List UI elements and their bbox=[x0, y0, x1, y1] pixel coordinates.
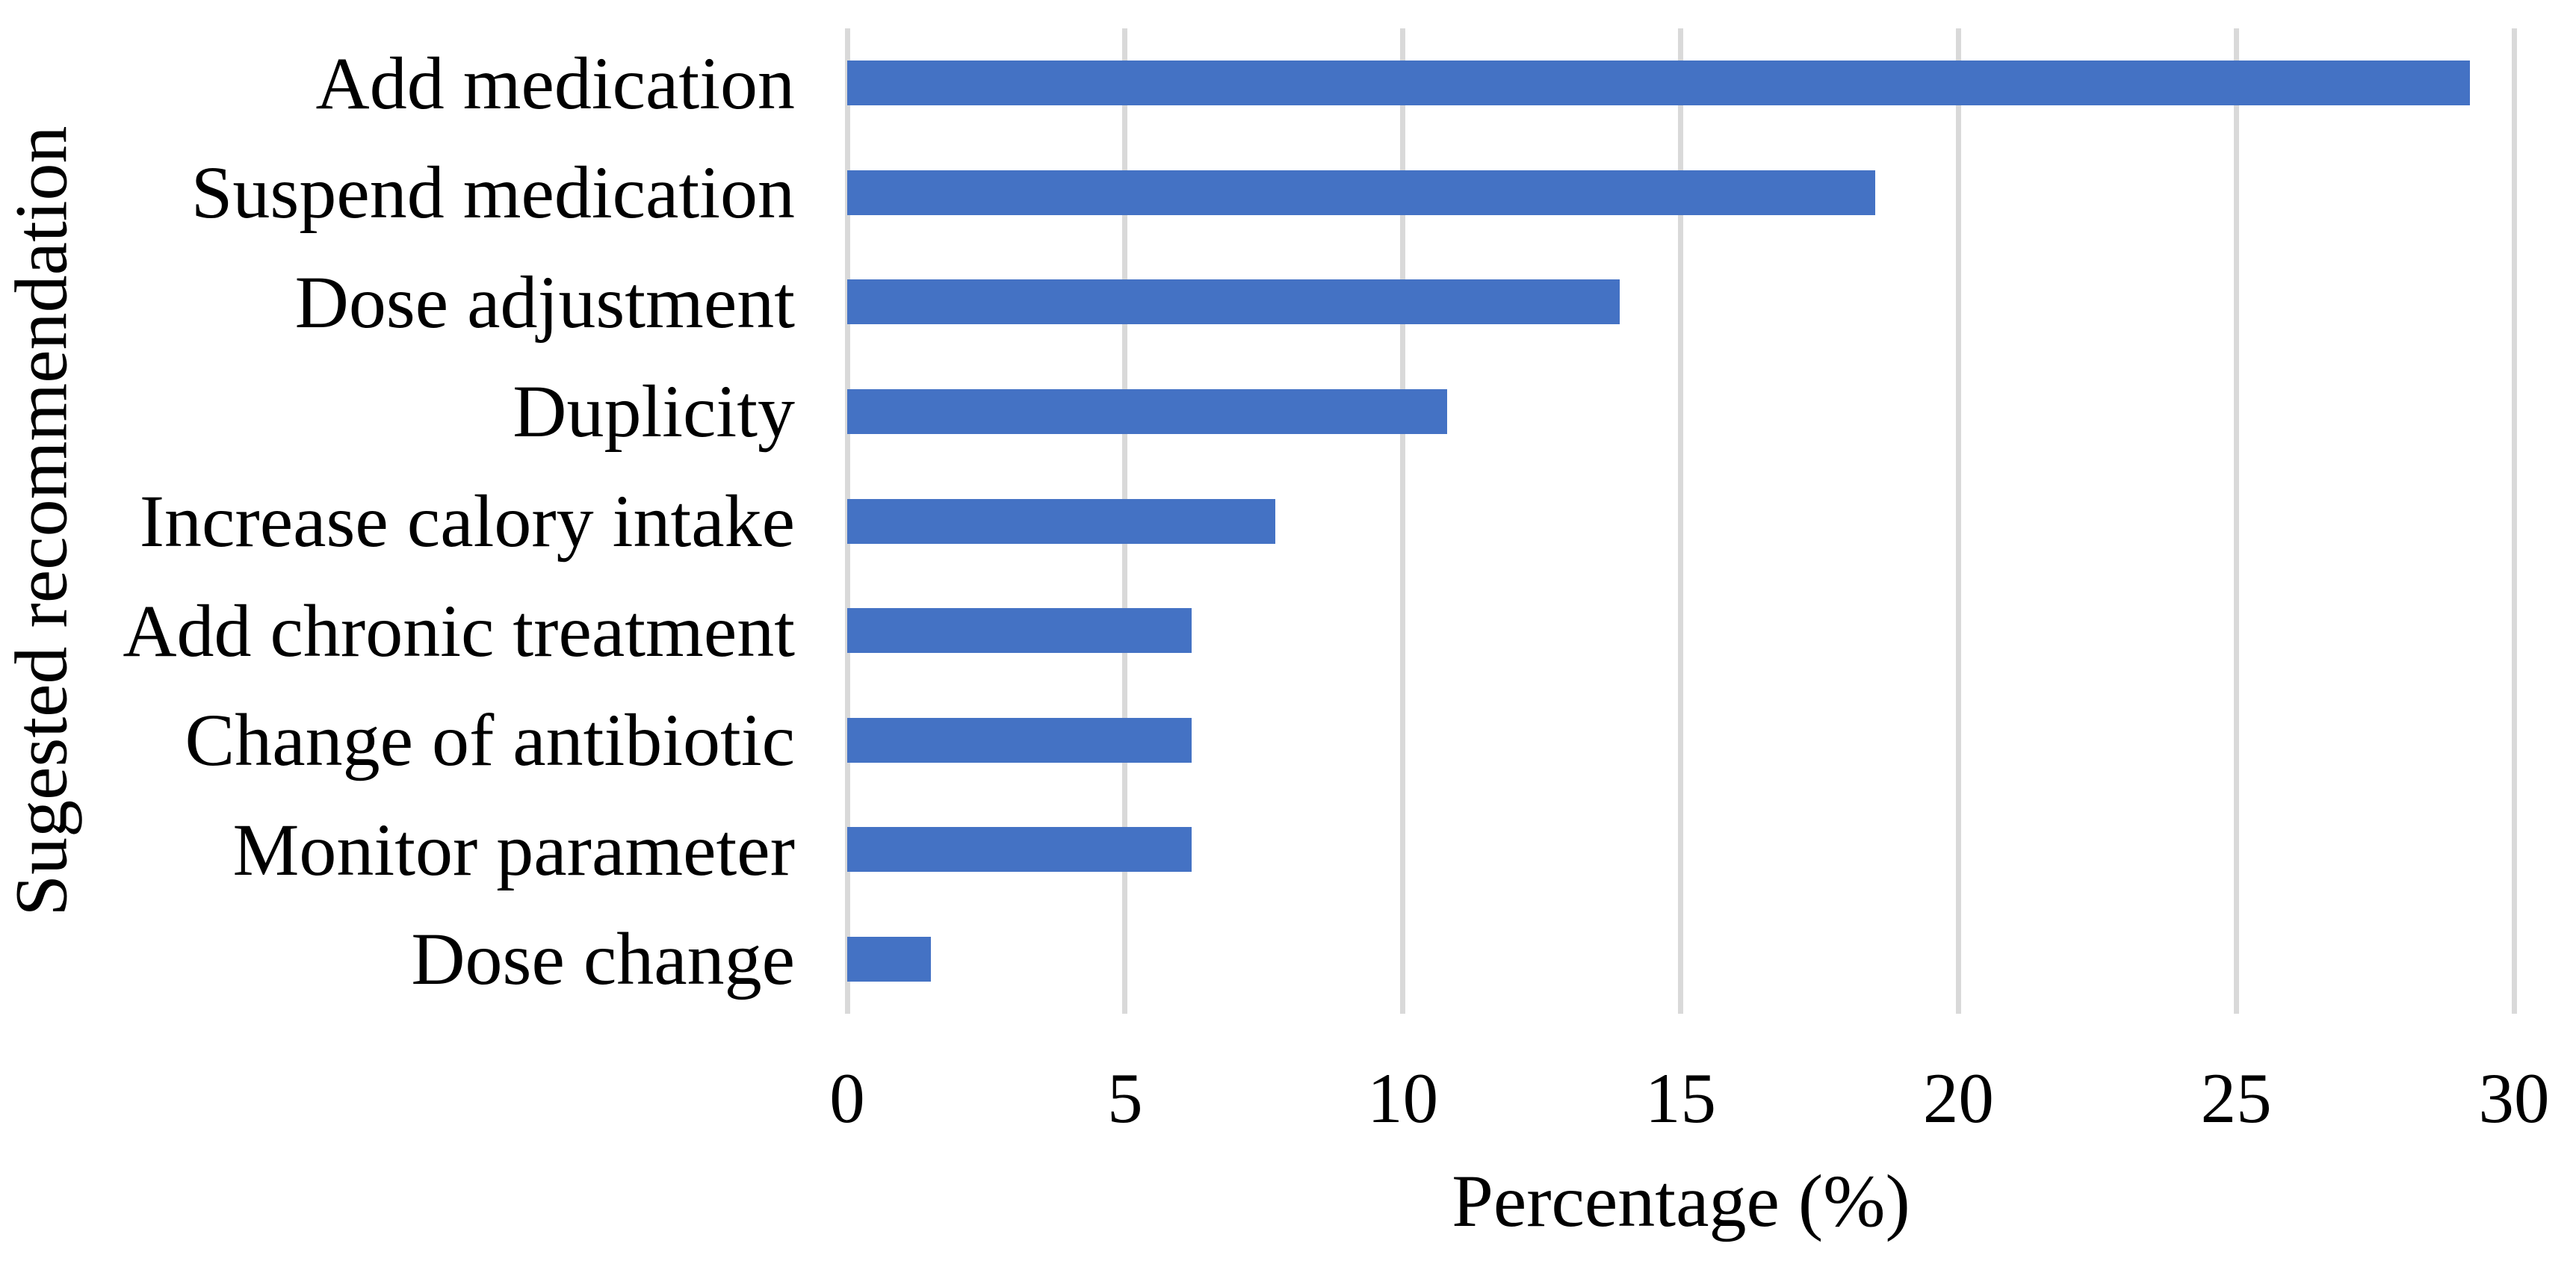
bar bbox=[847, 608, 1192, 654]
category-label: Add chronic treatment bbox=[123, 589, 795, 672]
category-label: Change of antibiotic bbox=[185, 698, 795, 782]
bar bbox=[847, 717, 1192, 763]
category-label: Dose adjustment bbox=[294, 260, 795, 344]
category-label: Suspend medication bbox=[191, 151, 795, 235]
category-label: Monitor parameter bbox=[232, 808, 796, 891]
bar bbox=[847, 279, 1620, 325]
x-tick-label: 10 bbox=[1367, 1059, 1439, 1138]
bar bbox=[847, 61, 2470, 106]
gridline-x-25 bbox=[2233, 28, 2239, 1014]
x-tick-label: 0 bbox=[829, 1059, 865, 1138]
x-tick-label: 20 bbox=[1922, 1059, 1994, 1138]
bar bbox=[847, 170, 1875, 215]
x-tick-label: 15 bbox=[1645, 1059, 1716, 1138]
bar bbox=[847, 936, 931, 982]
bar bbox=[847, 498, 1275, 544]
x-tick-label: 30 bbox=[2478, 1059, 2550, 1138]
x-tick-label: 25 bbox=[2200, 1059, 2272, 1138]
gridline-x-20 bbox=[1955, 28, 1961, 1014]
category-label: Add medication bbox=[315, 41, 795, 125]
plot-area bbox=[844, 28, 2517, 1014]
x-tick-label: 5 bbox=[1107, 1059, 1143, 1138]
category-label: Dose change bbox=[411, 917, 795, 1001]
category-label: Increase calory intake bbox=[139, 479, 795, 563]
gridline-x-30 bbox=[2511, 28, 2517, 1014]
x-axis-title: Percentage (%) bbox=[1452, 1159, 1910, 1242]
bar bbox=[847, 827, 1192, 873]
category-axis-labels: Add medication Suspend medication Dose adj… bbox=[0, 28, 795, 1014]
category-label: Duplicity bbox=[513, 370, 795, 453]
x-axis-tick-labels: 0 5 10 15 20 25 30 bbox=[0, 1061, 2576, 1143]
bar bbox=[847, 388, 1448, 434]
gridline-x-15 bbox=[1678, 28, 1683, 1014]
gridline-x-10 bbox=[1400, 28, 1406, 1014]
